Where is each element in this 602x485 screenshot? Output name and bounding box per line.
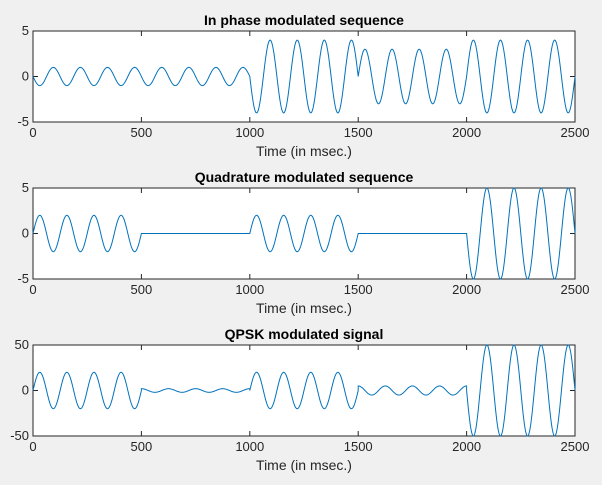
y-tick-label: 0 — [22, 226, 29, 241]
x-tick-label: 0 — [29, 439, 36, 454]
x-tick-label: 2500 — [561, 125, 590, 140]
y-tick-label: 5 — [22, 180, 29, 195]
y-tick-label: 0 — [22, 69, 29, 84]
x-tick-label: 2500 — [561, 439, 590, 454]
x-tick-label: 1000 — [235, 439, 264, 454]
x-tick-label: 2500 — [561, 282, 590, 297]
subplot-2: Quadrature modulated sequence Time (in ms… — [17, 169, 589, 316]
x-tick-label: 1500 — [344, 439, 373, 454]
signal-line — [32, 39, 576, 114]
plot-title: QPSK modulated signal — [225, 326, 384, 342]
signal-line — [32, 187, 576, 280]
x-tick-label: 1500 — [344, 282, 373, 297]
plot-title: Quadrature modulated sequence — [195, 169, 414, 185]
x-tick-label: 2000 — [452, 282, 481, 297]
subplot-1: In phase modulated sequence Time (in msec… — [17, 12, 589, 159]
x-tick-label: 0 — [29, 282, 36, 297]
x-tick-label: 1000 — [235, 282, 264, 297]
x-tick-label: 2000 — [452, 125, 481, 140]
y-tick-label: -5 — [17, 271, 29, 286]
signal-line — [32, 344, 576, 437]
x-tick-label: 1500 — [344, 125, 373, 140]
y-tick-label: 50 — [15, 337, 29, 352]
x-axis-label: Time (in msec.) — [256, 457, 352, 473]
x-tick-label: 500 — [131, 439, 153, 454]
y-tick-label: -50 — [10, 428, 29, 443]
y-tick-label: 5 — [22, 23, 29, 38]
x-tick-label: 500 — [131, 125, 153, 140]
x-tick-label: 1000 — [235, 125, 264, 140]
y-tick-label: 0 — [22, 383, 29, 398]
x-axis-label: Time (in msec.) — [256, 143, 352, 159]
plot-title: In phase modulated sequence — [204, 12, 404, 28]
x-tick-label: 0 — [29, 125, 36, 140]
x-tick-label: 500 — [131, 282, 153, 297]
x-tick-label: 2000 — [452, 439, 481, 454]
x-axis-label: Time (in msec.) — [256, 300, 352, 316]
y-tick-label: -5 — [17, 114, 29, 129]
